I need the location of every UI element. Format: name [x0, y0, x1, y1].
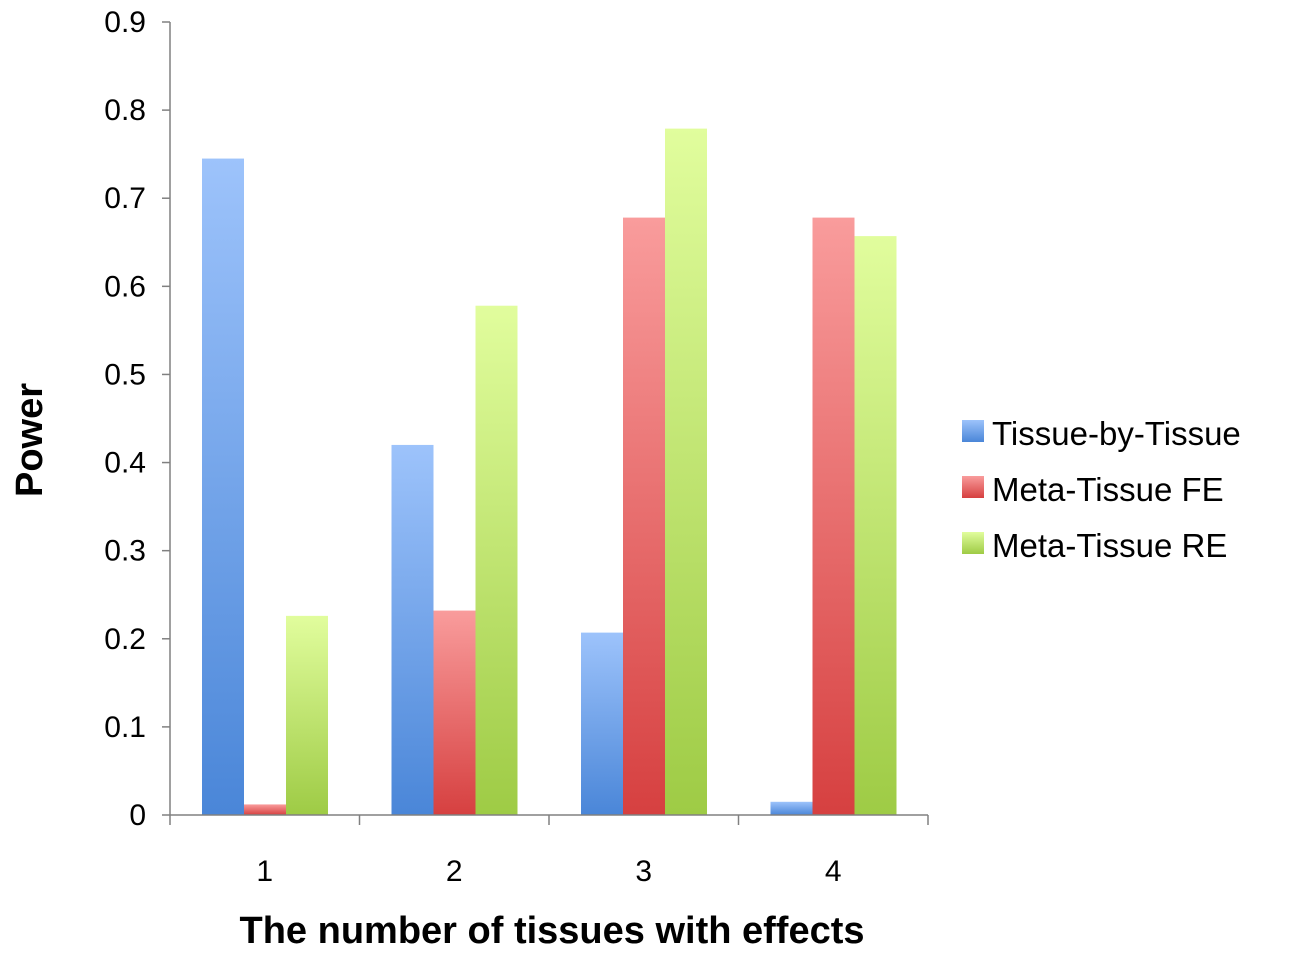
- bar-tissue-by-tissue-1: [202, 158, 244, 816]
- bar-meta-tissue-re-2: [475, 305, 518, 815]
- y-tick-label: 0.6: [104, 270, 146, 303]
- x-ticks-layer: 1 2 3 4: [169, 815, 929, 888]
- legend: Tissue-by-Tissue Meta-Tissue FE Meta-Tissu…: [962, 415, 1241, 564]
- legend-label: Meta-Tissue FE: [992, 471, 1224, 508]
- bars-layer: [202, 128, 897, 816]
- legend-label: Meta-Tissue RE: [992, 527, 1227, 564]
- y-tick-label: 0.9: [104, 6, 146, 39]
- x-axis-title: The number of tissues with effects: [240, 910, 865, 948]
- y-tick-label: 0.8: [104, 94, 146, 127]
- bar-meta-tissue-fe-3: [623, 217, 665, 815]
- y-tick-label: 0.7: [104, 182, 146, 215]
- y-tick-label: 0.4: [104, 447, 146, 480]
- bar-meta-tissue-re-1: [286, 615, 328, 815]
- y-tick-label: 0.2: [104, 623, 146, 656]
- y-tick-label: 0.1: [104, 711, 146, 744]
- legend-label: Tissue-by-Tissue: [992, 415, 1241, 452]
- y-axis-title: Power: [9, 383, 51, 497]
- x-tick-label: 3: [635, 855, 652, 888]
- bar-meta-tissue-re-3: [665, 128, 707, 815]
- legend-swatch-tissue-by-tissue: [962, 420, 984, 442]
- bar-meta-tissue-fe-4: [812, 217, 855, 815]
- x-tick-label: 4: [825, 855, 842, 888]
- x-tick-label: 1: [256, 855, 273, 888]
- y-ticks-layer: 0 0.1 0.2 0.3 0.4 0.5 0.6 0.7 0.8 0.9: [104, 6, 170, 832]
- bar-meta-tissue-re-4: [854, 236, 897, 816]
- bar-tissue-by-tissue-3: [581, 632, 623, 815]
- y-tick-label: 0.3: [104, 535, 146, 568]
- y-tick-label: 0.5: [104, 358, 146, 391]
- legend-swatch-meta-tissue-fe: [962, 476, 984, 498]
- y-tick-label: 0: [129, 799, 146, 832]
- legend-swatch-meta-tissue-re: [962, 532, 984, 554]
- bar-meta-tissue-fe-2: [433, 610, 476, 815]
- x-tick-label: 2: [446, 855, 463, 888]
- bar-meta-tissue-fe-1: [244, 804, 286, 815]
- bar-tissue-by-tissue-2: [391, 444, 434, 815]
- bar-tissue-by-tissue-4: [770, 801, 813, 815]
